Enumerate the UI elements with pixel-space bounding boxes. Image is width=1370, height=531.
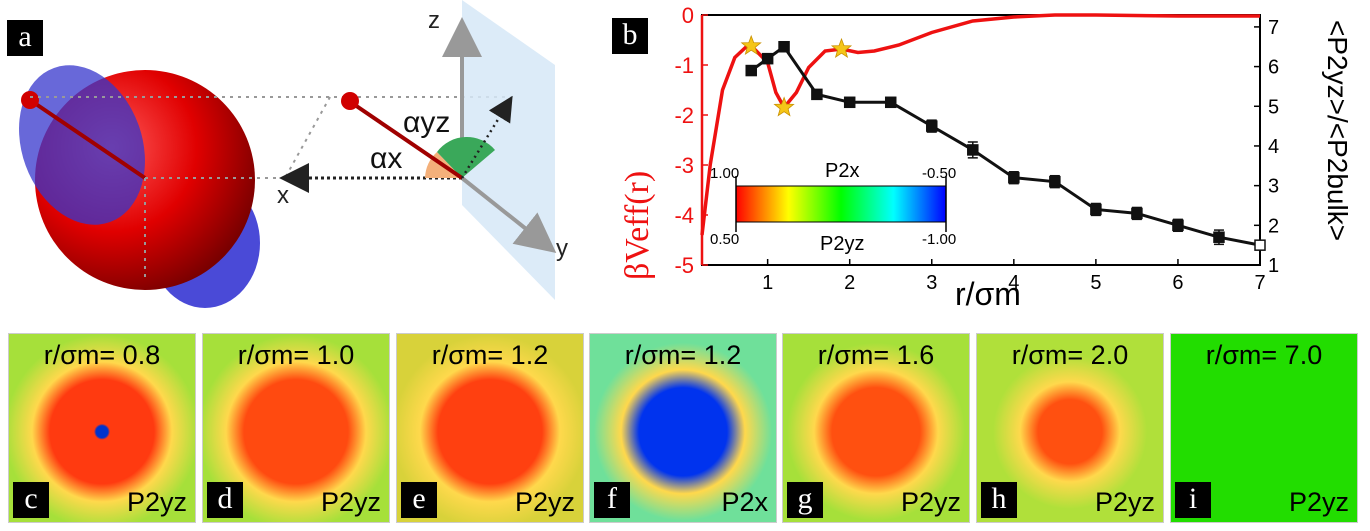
y-right-tick-label: 6	[1268, 57, 1279, 79]
panel-a-diagram: z x y αyz αx	[19, 0, 568, 308]
p2-ratio-marker	[967, 144, 979, 156]
panel-label-g: g	[787, 482, 823, 518]
y-axis	[460, 176, 557, 253]
map-title: r/σm= 7.0	[1205, 340, 1323, 370]
y-right-axis-title: <P2yz>/<P2bulk>	[1322, 20, 1353, 241]
p2-ratio-marker	[778, 40, 790, 53]
panel-label-d: d	[207, 482, 243, 518]
map-panel-e: r/σm= 1.2 P2yz e	[396, 333, 584, 523]
y-left-tick-label: -1	[674, 53, 694, 78]
panel-label-i: i	[1175, 482, 1211, 518]
p2-ratio-marker	[1090, 203, 1102, 216]
x-tick-label: 7	[1254, 272, 1265, 294]
colorbar-top-right: -0.50	[922, 165, 956, 182]
panel-label-f: f	[594, 482, 630, 518]
p2-ratio-marker	[1049, 175, 1061, 188]
colorbar-top-left: 1.00	[710, 165, 739, 182]
y-right-tick-label: 3	[1268, 176, 1279, 198]
panel-label-c: c	[13, 482, 49, 518]
map-symbol: P2x	[721, 487, 768, 517]
p2-ratio-marker	[1254, 239, 1266, 251]
red-rod	[28, 98, 147, 180]
p2-ratio-marker	[884, 96, 897, 109]
p2-ratio-marker	[1131, 207, 1143, 220]
alpha-x-label: αx	[370, 142, 402, 175]
map-title: r/σm= 2.0	[1011, 340, 1129, 370]
x-tick-label: 5	[1090, 272, 1101, 294]
p2-ratio-marker	[1172, 219, 1184, 232]
map-panel-c: r/σm= 0.8 P2yz c	[8, 333, 196, 523]
chart-series	[700, 13, 1266, 251]
star-marker	[830, 37, 853, 59]
map-symbol: P2yz	[126, 487, 187, 517]
rod-head	[21, 91, 39, 109]
axis-z-label: z	[428, 7, 440, 34]
y-left-tick-label: -5	[674, 253, 694, 278]
orientation-vector	[350, 101, 464, 180]
y-right-tick-label: 4	[1268, 136, 1279, 158]
p2-ratio-marker	[1213, 231, 1225, 243]
blue-disk-front	[19, 65, 145, 225]
colorbar-bottom-right: -1.00	[922, 231, 956, 248]
x-tick-label: 4	[1008, 272, 1019, 294]
map-symbol: P2yz	[900, 487, 961, 517]
map-title: r/σm= 1.0	[237, 340, 355, 370]
y-left-axis-title: βVeff(r)	[619, 171, 656, 280]
p2-ratio-marker	[761, 52, 774, 65]
map-title: r/σm= 1.2	[431, 340, 549, 370]
colorbar-label-bottom: P2yz	[820, 233, 864, 255]
colorbar-bottom-left: 0.50	[710, 231, 739, 248]
axis-y-label: y	[556, 235, 568, 262]
y-right-tick-label: 5	[1268, 96, 1279, 118]
colorbar-label-top: P2x	[825, 160, 859, 182]
map-panel-i: r/σm= 7.0 P2yz i	[1170, 333, 1358, 523]
star-marker	[740, 34, 762, 56]
panel-label-a: a	[7, 20, 43, 56]
dotted-guides	[30, 96, 515, 280]
map-symbol: P2yz	[1288, 487, 1349, 517]
map-title: r/σm= 1.2	[624, 340, 742, 370]
p2-ratio-marker	[926, 120, 938, 132]
x-tick-label: 3	[926, 272, 937, 294]
y-left-tick-label: -2	[674, 103, 694, 128]
map-panel-h: r/σm= 2.0 P2yz h	[976, 333, 1164, 523]
alpha-yz-arc	[437, 136, 495, 178]
map-panel-f: r/σm= 1.2 P2x f	[589, 333, 777, 523]
y-left-tick-label: 0	[682, 3, 694, 28]
map-title: r/σm= 1.6	[817, 340, 935, 370]
map-symbol: P2yz	[320, 487, 381, 517]
p2-ratio-marker	[745, 64, 757, 77]
x-tick-label: 2	[844, 272, 855, 294]
veff-line	[700, 13, 1260, 236]
panel-label-e: e	[401, 482, 437, 518]
y-right-tick-label: 7	[1268, 17, 1279, 39]
map-symbol: P2yz	[1094, 487, 1155, 517]
map-title: r/σm= 0.8	[43, 340, 161, 370]
panel-b-chart: 1 2 3 4 5 6 7 0 -1 -2 -3 -4 -5 7 6 5 4 3 2 1 1.00 -0.50 0.5…	[619, 3, 1353, 312]
p2-ratio-marker	[1008, 171, 1020, 184]
alpha-yz-label: αyz	[403, 106, 450, 139]
colorbar	[735, 185, 947, 223]
y-right-tick-label: 2	[1268, 215, 1279, 237]
star-marker	[773, 96, 795, 117]
map-panel-g: r/σm= 1.6 P2yz g	[782, 333, 970, 523]
x-axis-title: r/σm	[955, 276, 1021, 312]
y-left-tick-label: -4	[674, 203, 694, 228]
axis-x-label: x	[277, 182, 289, 209]
chart-ticks: 1 2 3 4 5 6 7 0 -1 -2 -3 -4 -5 7 6 5 4 3 2 1	[674, 3, 1279, 294]
map-panel-d: r/σm= 1.0 P2yz d	[202, 333, 390, 523]
panel-label-b: b	[612, 18, 648, 54]
p2-ratio-marker	[843, 96, 856, 109]
panel-label-h: h	[981, 482, 1017, 518]
y-right-tick-label: 1	[1268, 255, 1279, 277]
vector-head	[341, 92, 359, 110]
map-symbol: P2yz	[514, 487, 575, 517]
p2-ratio-marker	[811, 88, 823, 101]
y-left-tick-label: -3	[674, 153, 694, 178]
x-tick-label: 1	[762, 272, 773, 294]
x-tick-label: 6	[1172, 272, 1183, 294]
